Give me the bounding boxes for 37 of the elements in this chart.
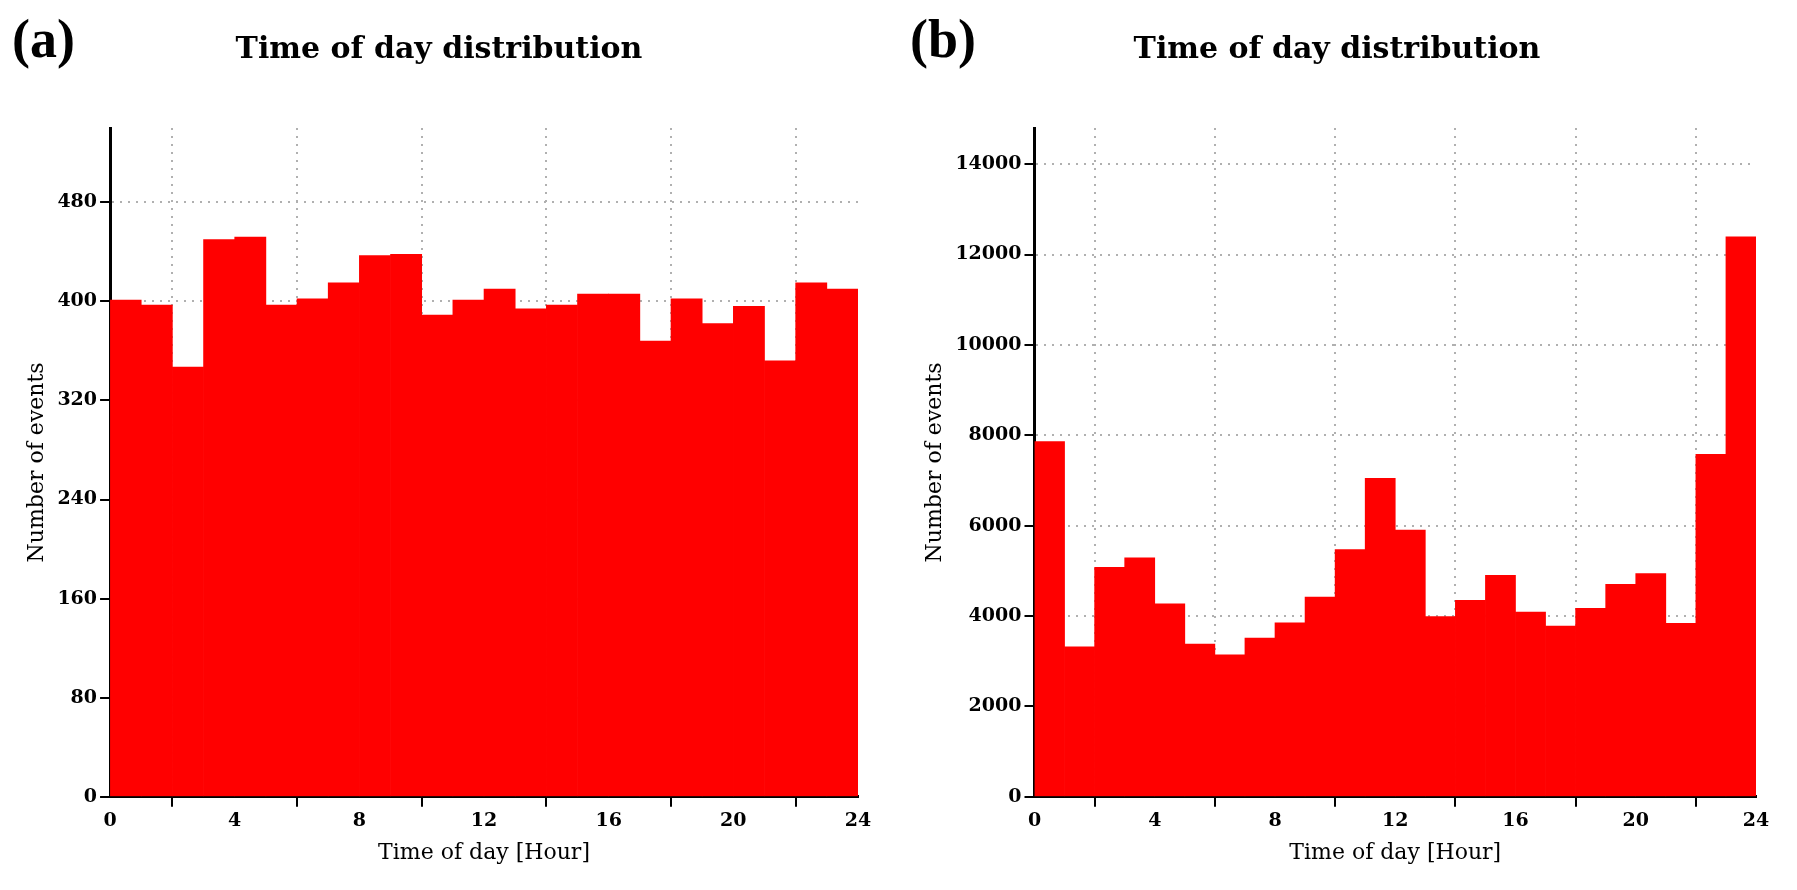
x-tick-label: 0 xyxy=(103,808,117,831)
x-tick-label: 0 xyxy=(1027,808,1042,831)
y-tick-label: 320 xyxy=(57,387,98,410)
text: (a) xyxy=(12,8,75,70)
x-tick-label: 12 xyxy=(1382,808,1409,831)
x-axis-title: Time of day [Hour] xyxy=(378,838,590,864)
y-axis-title: Number of events xyxy=(22,362,48,563)
x-tick-label: 16 xyxy=(595,808,622,831)
text: (b) xyxy=(910,8,976,70)
x-tick-label: 24 xyxy=(844,808,872,831)
y-tick-label: 160 xyxy=(57,585,98,608)
y-tick-label: 6000 xyxy=(968,512,1022,535)
x-tick-label: 12 xyxy=(470,808,498,831)
y-tick-label: 10000 xyxy=(955,331,1022,354)
y-tick-label: 8000 xyxy=(968,422,1022,445)
x-axis-title: Time of day [Hour] xyxy=(1289,838,1502,864)
y-tick-label: 80 xyxy=(70,684,98,707)
y-tick-label: 480 xyxy=(57,189,98,212)
chart-title: Time of day distribution xyxy=(235,29,643,65)
x-tick-label: 8 xyxy=(352,808,366,831)
y-tick-label: 240 xyxy=(57,486,98,509)
x-tick-label: 16 xyxy=(1502,808,1529,831)
x-tick-label: 8 xyxy=(1268,808,1282,831)
x-tick-label: 20 xyxy=(720,808,747,831)
x-tick-label: 24 xyxy=(1742,808,1770,831)
y-tick-label: 0 xyxy=(1008,783,1022,806)
chart-title: Time of day distribution xyxy=(1133,29,1541,65)
y-axis-title: Number of events xyxy=(920,362,946,563)
x-tick-label: 4 xyxy=(228,808,242,831)
y-tick-label: 4000 xyxy=(968,602,1022,625)
y-tick-label: 14000 xyxy=(955,151,1022,174)
y-tick-label: 400 xyxy=(57,288,98,311)
y-tick-label: 2000 xyxy=(968,693,1022,716)
y-tick-label: 12000 xyxy=(955,241,1022,264)
y-tick-label: 0 xyxy=(83,783,98,806)
x-tick-label: 4 xyxy=(1148,808,1162,831)
x-tick-label: 20 xyxy=(1622,808,1649,831)
